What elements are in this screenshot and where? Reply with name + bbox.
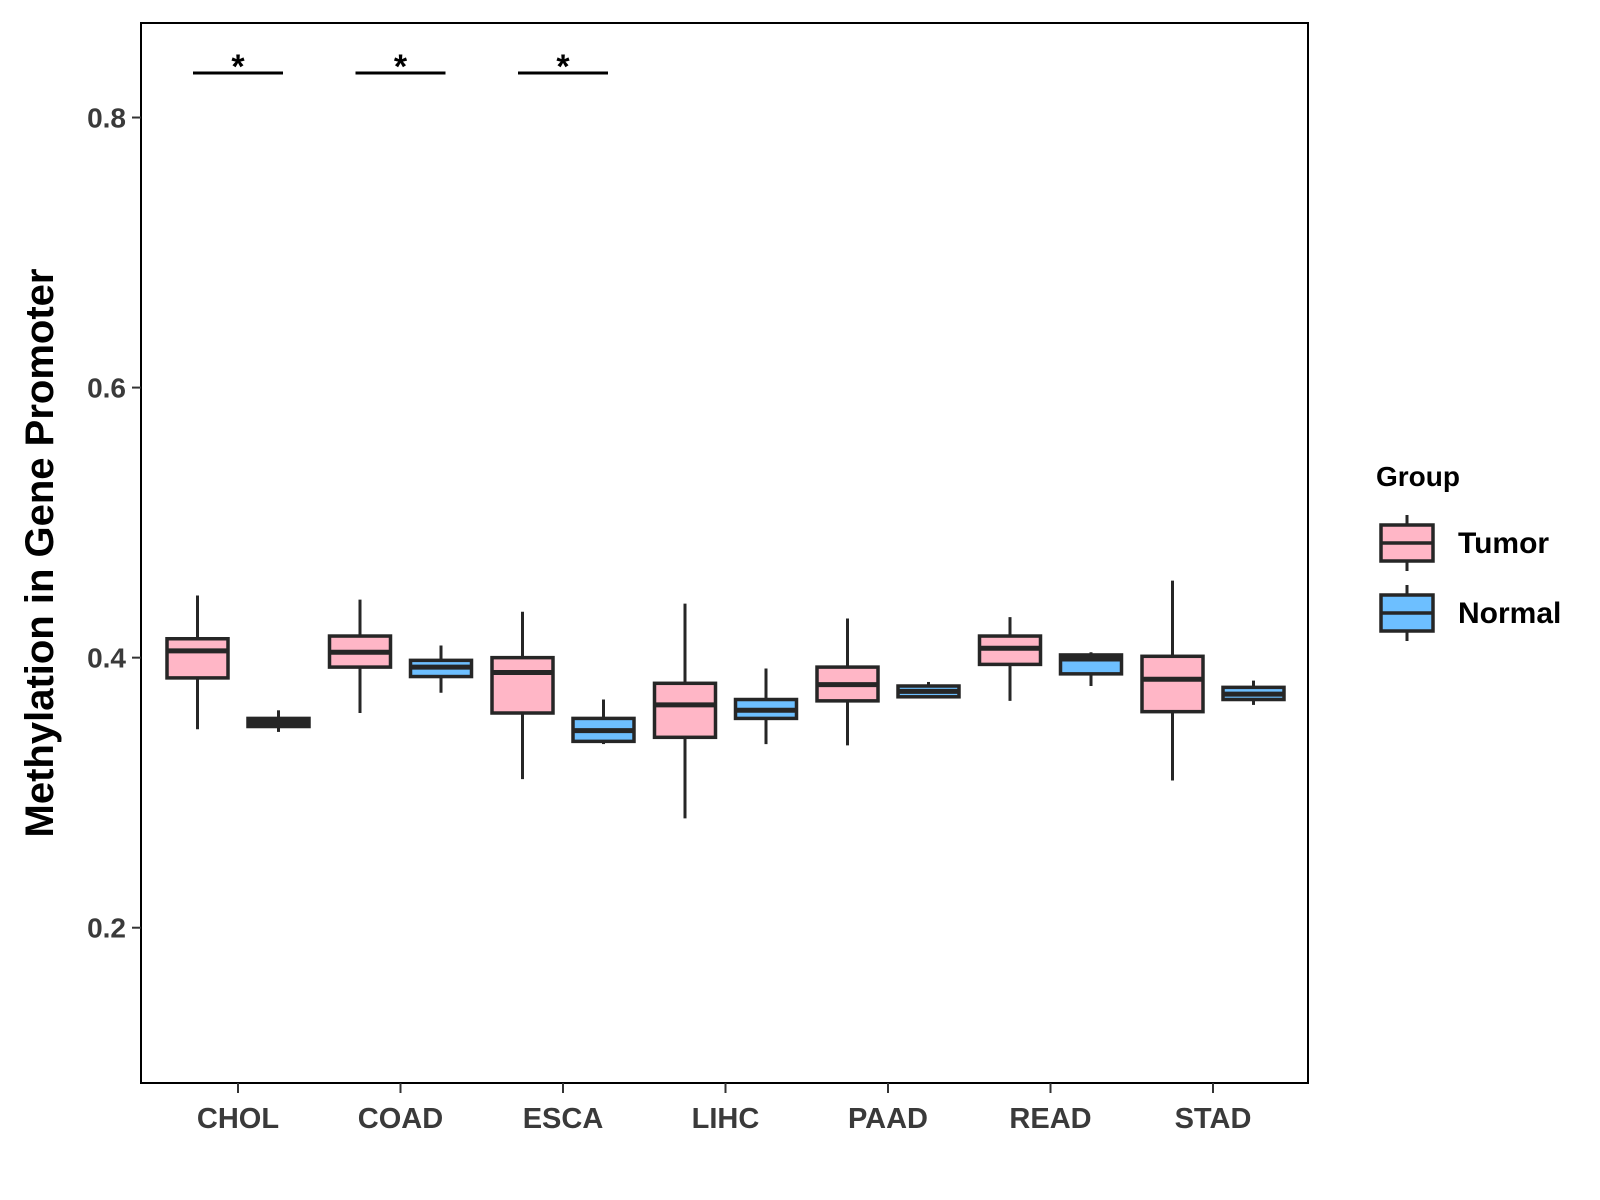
significance-star: *	[231, 48, 245, 86]
box-normal-read	[1058, 652, 1124, 687]
x-tick-label-coad: COAD	[358, 1103, 443, 1135]
significance-star: *	[556, 48, 570, 86]
box-normal-lihc	[733, 668, 799, 745]
y-tick-label: 0.4	[87, 643, 126, 674]
legend-label-normal: Normal	[1458, 597, 1561, 630]
x-axis: CHOL COAD ESCA LIHC PAAD READ STAD	[197, 1083, 1251, 1135]
y-axis: 0.2 0.4 0.6 0.8	[87, 103, 141, 944]
legend-label-tumor: Tumor	[1458, 527, 1549, 560]
plot-panel	[140, 22, 1309, 1084]
box-tumor-lihc	[652, 603, 718, 819]
y-tick-label: 0.6	[87, 373, 126, 404]
box-normal-stad	[1221, 680, 1286, 705]
x-tick-label-stad: STAD	[1175, 1103, 1252, 1135]
x-tick-label-lihc: LIHC	[692, 1103, 760, 1135]
y-axis-title: Methylation in Gene Promoter	[18, 269, 62, 838]
box-body	[165, 636, 230, 680]
box-tumor-coad	[327, 599, 393, 714]
x-tick-label-esca: ESCA	[523, 1103, 604, 1135]
significance-star: *	[394, 48, 408, 86]
box-normal-chol	[246, 710, 311, 732]
x-tick-label-chol: CHOL	[197, 1103, 279, 1135]
box-body	[1140, 654, 1205, 714]
y-tick-label: 0.2	[87, 913, 126, 944]
legend-item-normal: Normal	[1379, 585, 1561, 641]
box-tumor-paad	[815, 618, 880, 746]
legend: Group Tumor Normal	[1376, 461, 1561, 641]
box-normal-coad	[408, 645, 474, 693]
y-tick-label: 0.8	[87, 103, 126, 134]
box-body	[490, 655, 555, 715]
legend-item-tumor: Tumor	[1379, 515, 1549, 571]
x-tick-label-read: READ	[1009, 1103, 1091, 1135]
box-tumor-chol	[165, 595, 230, 730]
box-series	[165, 580, 1286, 819]
x-tick-label-paad: PAAD	[848, 1103, 928, 1135]
box-tumor-esca	[490, 611, 555, 780]
box-normal-paad	[896, 681, 961, 699]
significance-annotations: * * *	[193, 48, 608, 86]
legend-title: Group	[1376, 461, 1460, 492]
box-tumor-stad	[1140, 580, 1205, 781]
box-normal-esca	[571, 699, 636, 745]
box-body	[652, 681, 718, 740]
box-tumor-read	[977, 617, 1043, 701]
